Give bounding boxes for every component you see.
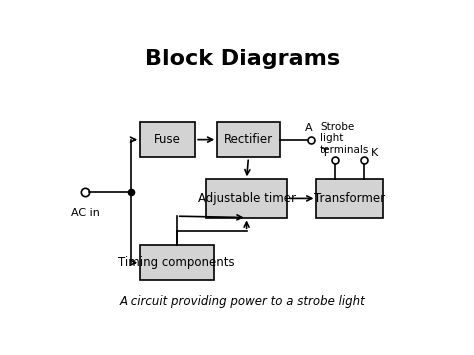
Text: K: K	[371, 148, 378, 158]
Text: Transformer: Transformer	[314, 192, 385, 205]
Text: A circuit providing power to a strobe light: A circuit providing power to a strobe li…	[120, 295, 366, 308]
Text: A: A	[305, 122, 313, 132]
Text: AC in: AC in	[71, 208, 100, 218]
Bar	[217, 122, 280, 157]
Text: Rectifier: Rectifier	[224, 133, 273, 146]
Bar	[140, 122, 195, 157]
Bar	[316, 179, 383, 218]
Text: Strobe
light
terminals: Strobe light terminals	[320, 122, 369, 155]
Text: Adjustable timer: Adjustable timer	[198, 192, 296, 205]
Text: Block Diagrams: Block Diagrams	[146, 49, 340, 70]
Text: T: T	[321, 148, 328, 158]
Bar	[206, 179, 287, 218]
Text: Timing components: Timing components	[118, 256, 235, 269]
Text: Fuse: Fuse	[154, 133, 181, 146]
Bar	[140, 245, 213, 280]
